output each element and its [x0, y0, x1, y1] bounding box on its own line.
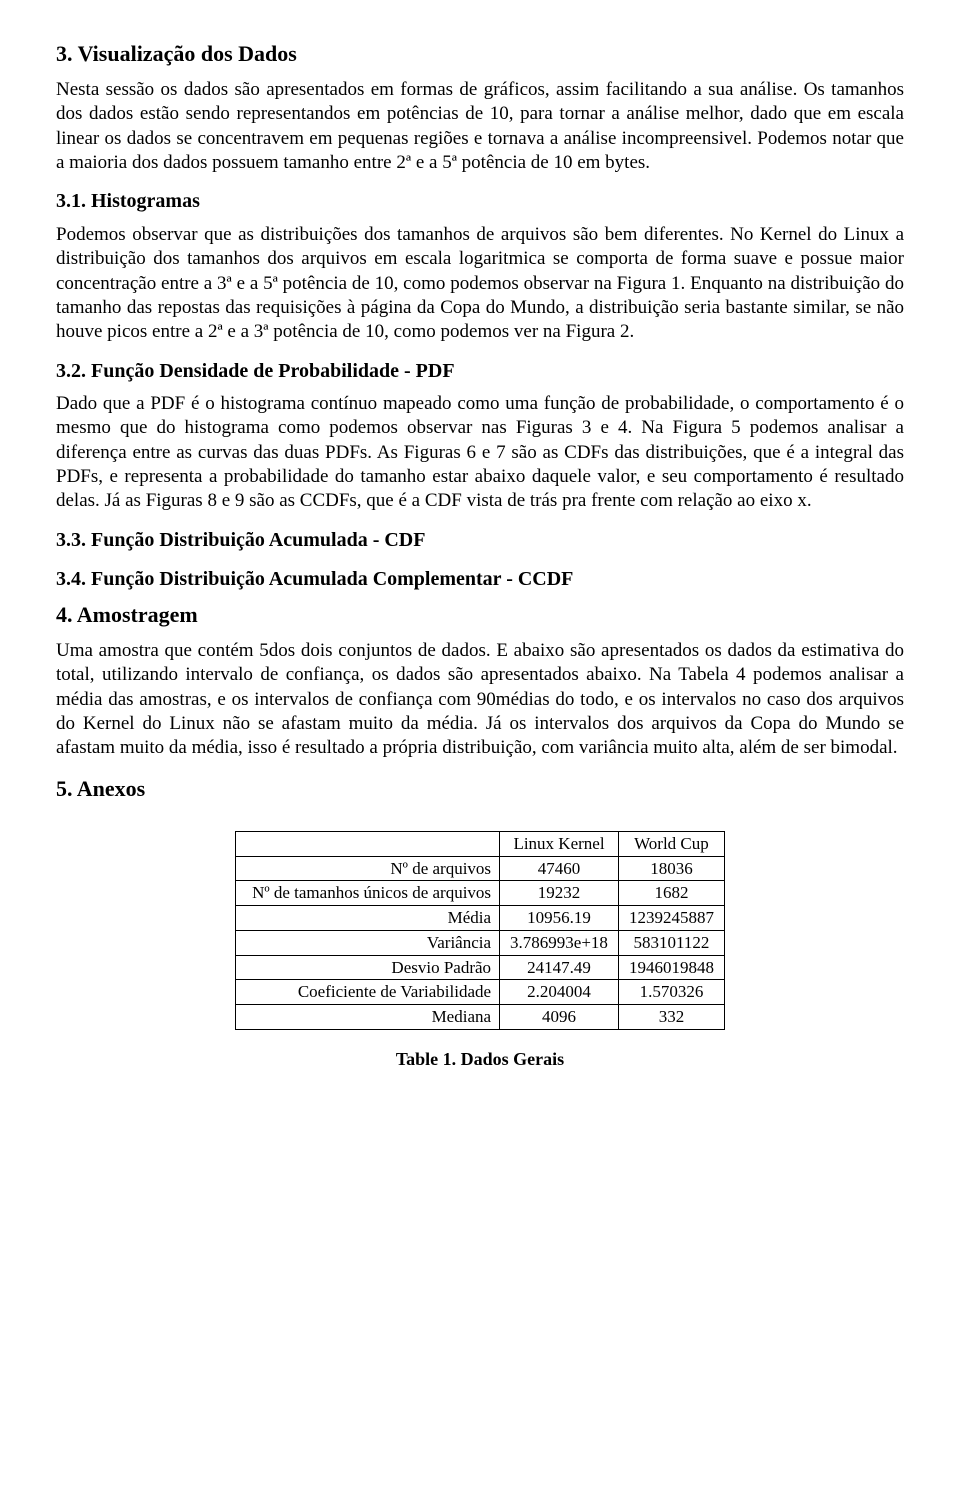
table-row: Nº de tamanhos únicos de arquivos 19232 … [236, 881, 725, 906]
table-cell: 1682 [618, 881, 724, 906]
table-cell: 1946019848 [618, 955, 724, 980]
section-3-1-paragraph: Podemos observar que as distribuições do… [56, 223, 904, 345]
table-row-label: Desvio Padrão [236, 955, 500, 980]
table-header-empty [236, 831, 500, 856]
table-cell: 19232 [500, 881, 619, 906]
table-cell: 583101122 [618, 930, 724, 955]
section-3-2-title: 3.2. Função Densidade de Probabilidade -… [56, 359, 904, 385]
section-3-1-title: 3.1. Histogramas [56, 189, 904, 215]
table-row-label: Variância [236, 930, 500, 955]
section-3-paragraph: Nesta sessão os dados são apresentados e… [56, 78, 904, 175]
table-cell: 18036 [618, 856, 724, 881]
section-5-title: 5. Anexos [56, 775, 904, 803]
table-cell: 10956.19 [500, 906, 619, 931]
table-cell: 4096 [500, 1005, 619, 1030]
table-row: Desvio Padrão 24147.49 1946019848 [236, 955, 725, 980]
table-row-label: Nº de tamanhos únicos de arquivos [236, 881, 500, 906]
section-3-title: 3. Visualização dos Dados [56, 40, 904, 68]
table-row: Variância 3.786993e+18 583101122 [236, 930, 725, 955]
table-1-caption: Table 1. Dados Gerais [56, 1048, 904, 1071]
table-row-label: Coeficiente de Variabilidade [236, 980, 500, 1005]
table-cell: 2.204004 [500, 980, 619, 1005]
table-row: Coeficiente de Variabilidade 2.204004 1.… [236, 980, 725, 1005]
section-4-paragraph: Uma amostra que contém 5dos dois conjunt… [56, 639, 904, 761]
table-row-label: Média [236, 906, 500, 931]
table-cell: 47460 [500, 856, 619, 881]
table-col-1-header: Linux Kernel [500, 831, 619, 856]
section-3-4-title: 3.4. Função Distribuição Acumulada Compl… [56, 567, 904, 593]
table-row-label: Nº de arquivos [236, 856, 500, 881]
table-row: Mediana 4096 332 [236, 1005, 725, 1030]
table-cell: 1239245887 [618, 906, 724, 931]
table-cell: 24147.49 [500, 955, 619, 980]
table-row: Média 10956.19 1239245887 [236, 906, 725, 931]
section-4-title: 4. Amostragem [56, 601, 904, 629]
table-cell: 3.786993e+18 [500, 930, 619, 955]
table-row: Nº de arquivos 47460 18036 [236, 856, 725, 881]
section-3-2-paragraph: Dado que a PDF é o histograma contínuo m… [56, 392, 904, 514]
table-1: Linux Kernel World Cup Nº de arquivos 47… [235, 831, 725, 1030]
table-cell: 1.570326 [618, 980, 724, 1005]
table-col-2-header: World Cup [618, 831, 724, 856]
table-row-label: Mediana [236, 1005, 500, 1030]
table-cell: 332 [618, 1005, 724, 1030]
table-header-row: Linux Kernel World Cup [236, 831, 725, 856]
section-3-3-title: 3.3. Função Distribuição Acumulada - CDF [56, 528, 904, 554]
table-1-wrap: Linux Kernel World Cup Nº de arquivos 47… [56, 831, 904, 1030]
